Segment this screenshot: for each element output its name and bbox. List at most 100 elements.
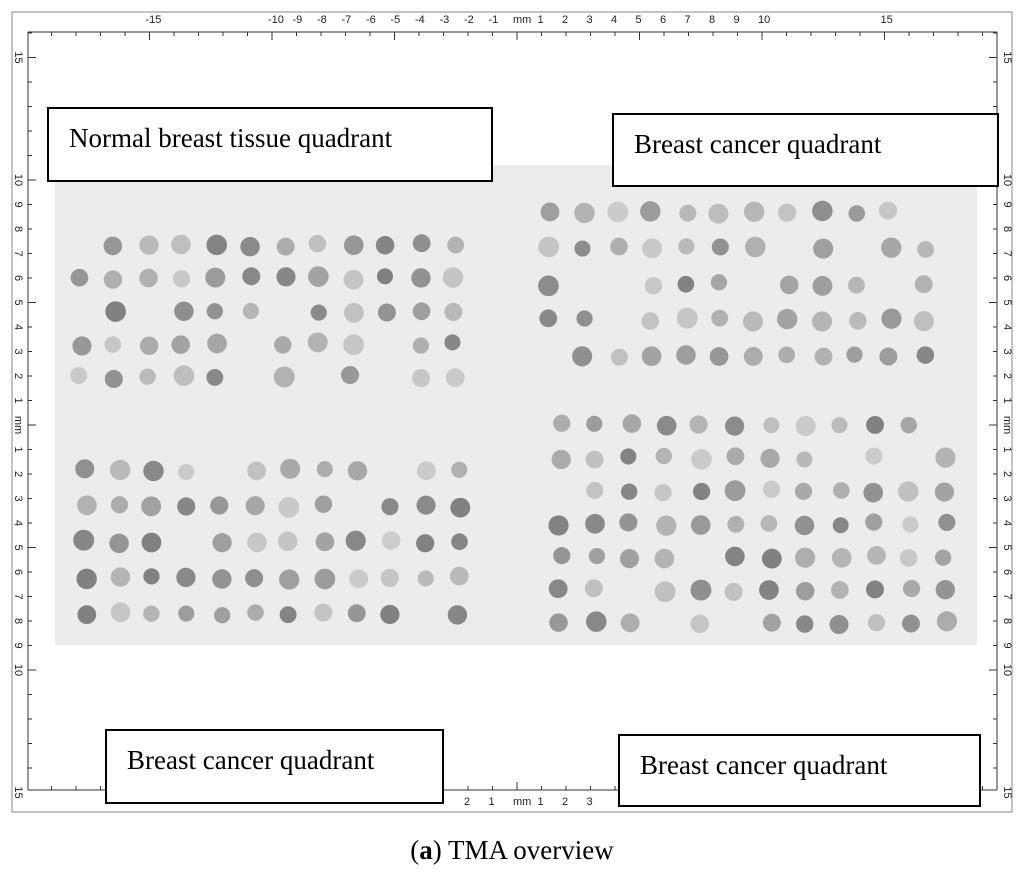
tissue-core	[899, 549, 918, 567]
ruler-label: 6	[660, 14, 666, 26]
tissue-core	[656, 415, 677, 436]
ruler-label: 4	[1001, 324, 1013, 330]
ruler-label: 5	[12, 299, 24, 305]
tissue-core	[913, 311, 934, 332]
ruler-label: 7	[12, 250, 24, 256]
ruler-label: 1	[1001, 446, 1013, 452]
ruler-label: 1	[489, 796, 495, 808]
tissue-core	[444, 302, 463, 321]
tissue-core	[274, 336, 292, 354]
tissue-core	[206, 303, 223, 320]
tissue-core	[867, 614, 886, 632]
ruler-label: 6	[12, 569, 24, 575]
ruler-label: -15	[146, 14, 162, 26]
tissue-core	[902, 516, 919, 533]
tissue-core	[273, 366, 295, 388]
ruler-label: 9	[734, 14, 740, 26]
label-text: Normal breast tissue quadrant	[69, 123, 393, 153]
tissue-core	[539, 309, 558, 328]
label-box: Normal breast tissue quadrant	[47, 107, 493, 182]
tissue-core	[934, 482, 955, 502]
label-text: Breast cancer quadrant	[634, 129, 882, 159]
ruler-label: 2	[464, 796, 470, 808]
ruler-label: 1	[12, 446, 24, 452]
tissue-core	[574, 240, 591, 257]
tissue-core	[690, 579, 712, 601]
tissue-core	[830, 581, 849, 599]
tissue-core	[551, 449, 571, 470]
tissue-core	[347, 461, 368, 481]
tissue-core	[174, 301, 194, 321]
tissue-core	[676, 345, 696, 365]
ruler-label: -3	[440, 14, 450, 26]
tissue-core	[279, 569, 300, 590]
ruler-label: 9	[1001, 201, 1013, 207]
tissue-core	[245, 496, 265, 516]
tissue-core	[314, 568, 336, 590]
tissue-core	[308, 266, 329, 287]
tissue-core	[105, 301, 126, 322]
ruler-label: 10	[758, 14, 770, 26]
tissue-core	[795, 547, 816, 568]
tissue-core	[376, 268, 393, 285]
tissue-core	[881, 308, 902, 329]
tissue-core	[763, 417, 780, 434]
tissue-core	[173, 365, 195, 386]
tissue-core	[110, 567, 131, 587]
tissue-core	[744, 236, 766, 258]
tissue-core	[796, 451, 813, 468]
tissue-core	[344, 302, 364, 323]
tissue-core	[676, 307, 698, 329]
tissue-core	[607, 201, 629, 223]
tissue-core	[538, 236, 560, 258]
ruler-label: 3	[12, 495, 24, 501]
tissue-core	[109, 459, 131, 481]
ruler-label: 4	[1001, 520, 1013, 526]
ruler-label: 1	[538, 796, 544, 808]
tissue-core	[381, 531, 401, 550]
tissue-core	[708, 203, 729, 224]
label-text: Breast cancer quadrant	[127, 745, 375, 775]
tissue-core	[641, 312, 659, 330]
ruler-label: -1	[489, 14, 499, 26]
tissue-core	[280, 458, 301, 479]
tissue-core	[247, 604, 264, 621]
tissue-core	[307, 332, 328, 353]
tissue-core	[308, 234, 327, 253]
ruler-label: 1	[1001, 397, 1013, 403]
tissue-core	[622, 414, 642, 433]
tissue-core	[171, 335, 190, 354]
ruler-label: -10	[268, 14, 284, 26]
tissue-core	[277, 531, 298, 552]
tissue-core	[936, 611, 958, 632]
tissue-core	[725, 416, 745, 436]
tissue-core	[935, 447, 956, 468]
tissue-core	[832, 517, 849, 534]
caption-letter: a	[419, 835, 433, 865]
tissue-core	[779, 275, 799, 295]
tissue-core	[343, 235, 364, 256]
tissue-core	[447, 605, 468, 625]
ruler-label: 8	[12, 226, 24, 232]
tissue-core	[917, 240, 935, 258]
ruler-label: 1	[12, 397, 24, 403]
tissue-core	[141, 532, 162, 553]
tissue-core	[450, 497, 471, 518]
tissue-core	[276, 267, 296, 287]
tissue-core	[316, 461, 333, 478]
ruler-label: 9	[12, 642, 24, 648]
tissue-core	[585, 450, 604, 469]
tissue-core	[109, 533, 129, 554]
ruler-label: 3	[1001, 348, 1013, 354]
tissue-core	[619, 549, 640, 569]
tissue-core	[143, 460, 164, 482]
tissue-core	[640, 201, 661, 222]
tissue-core	[380, 568, 399, 588]
tissue-core	[73, 529, 95, 551]
tissue-core	[898, 481, 919, 502]
tissue-core	[760, 448, 780, 468]
tissue-core	[711, 309, 729, 327]
frame	[11, 11, 1013, 813]
ruler-label: 5	[1001, 299, 1013, 305]
tissue-core	[743, 201, 765, 222]
